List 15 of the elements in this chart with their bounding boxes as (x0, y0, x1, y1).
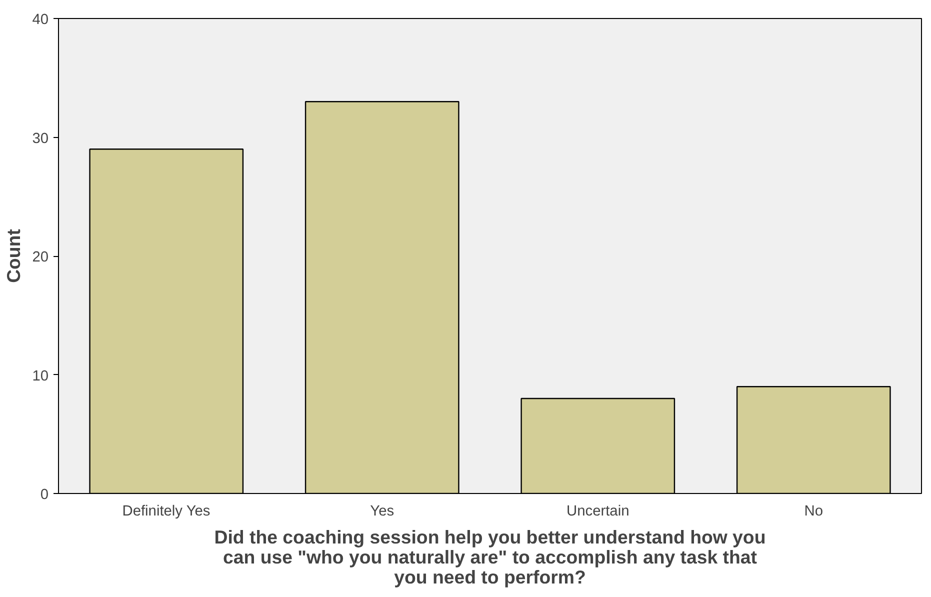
y-tick-label: 0 (40, 487, 49, 503)
y-tick-label: 40 (32, 12, 49, 28)
bar (304, 101, 460, 494)
y-axis-title: Count (3, 229, 24, 283)
x-axis-title: Did the coaching session help you better understand how you can use "who you naturally are" to accomplish any task that you need to perform? (214, 526, 766, 588)
y-tick-label: 30 (32, 130, 49, 147)
y-tick-label: 20 (32, 250, 49, 266)
bar (520, 398, 676, 494)
x-tick-label: No (804, 504, 824, 520)
x-tick-label: Yes (370, 504, 394, 520)
bar (736, 386, 891, 494)
bar (89, 148, 244, 494)
y-tick-label: 10 (32, 368, 49, 384)
x-tick-label: Uncertain (566, 504, 630, 520)
x-tick-label: Definitely Yes (122, 504, 210, 520)
